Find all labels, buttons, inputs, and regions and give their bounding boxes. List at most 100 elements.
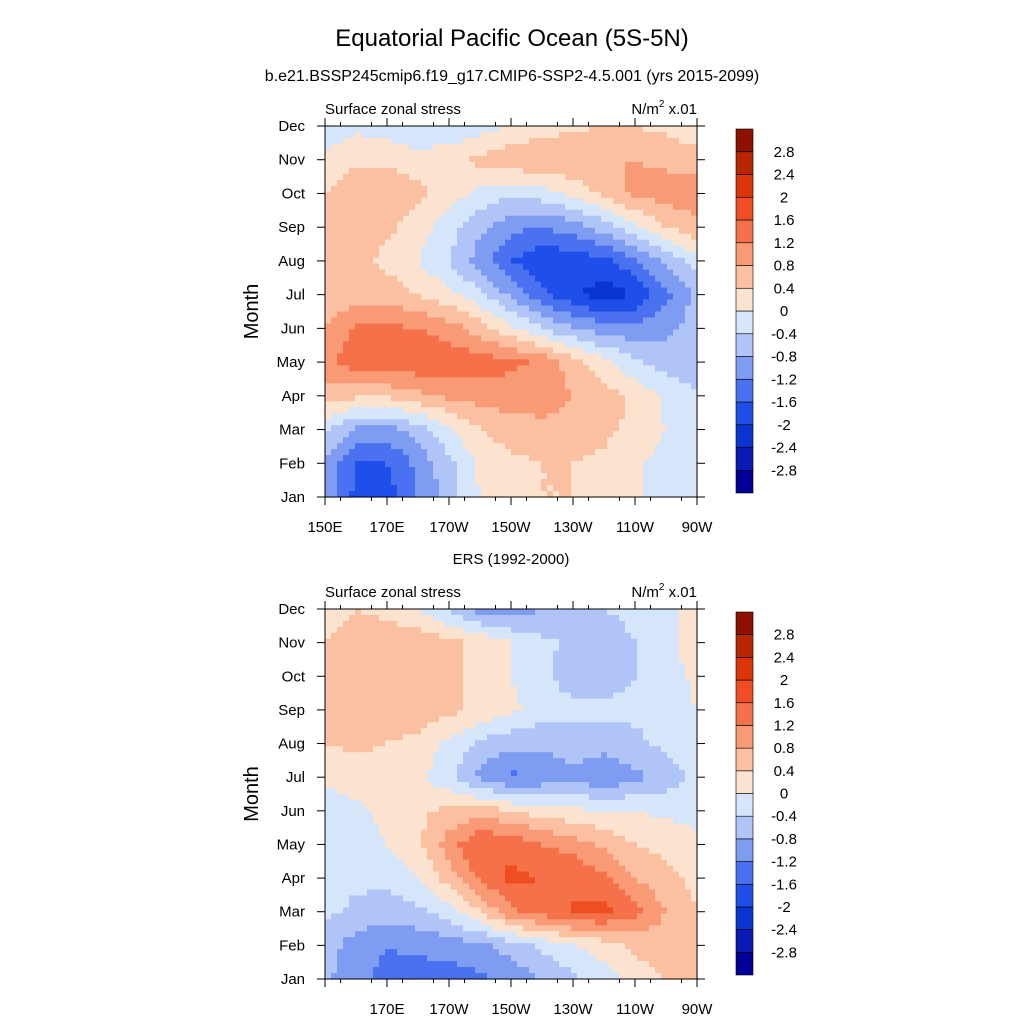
field-cell — [385, 179, 392, 187]
field-cell — [637, 359, 644, 366]
field-cell — [619, 650, 626, 658]
field-cell — [625, 126, 632, 133]
field-cell — [325, 293, 332, 301]
field-cell — [439, 221, 446, 229]
field-cell — [505, 650, 512, 658]
field-cell — [415, 317, 422, 325]
field-cell — [613, 161, 620, 169]
field-cell — [433, 233, 440, 241]
field-cell — [523, 644, 530, 652]
field-cell — [685, 365, 692, 372]
field-cell — [469, 371, 476, 378]
field-cell — [655, 179, 662, 187]
field-cell — [655, 245, 662, 253]
field-cell — [505, 347, 512, 354]
field-cell — [427, 407, 434, 414]
field-cell — [445, 275, 452, 283]
field-cell — [619, 449, 626, 456]
field-cell — [613, 305, 620, 313]
field-cell — [595, 185, 602, 193]
field-cell — [577, 347, 584, 354]
field-cell — [349, 126, 356, 133]
field-cell — [619, 467, 626, 474]
field-cell — [685, 275, 692, 283]
field-cell — [667, 479, 674, 486]
field-cell — [535, 491, 542, 498]
field-cell — [403, 341, 410, 348]
field-cell — [343, 638, 350, 646]
field-cell — [373, 155, 380, 163]
field-cell — [559, 245, 566, 253]
field-cell — [349, 221, 356, 229]
field-cell — [655, 191, 662, 199]
field-cell — [511, 227, 518, 235]
field-cell — [631, 251, 638, 259]
field-cell — [691, 425, 698, 432]
field-cell — [637, 167, 644, 175]
field-cell — [493, 143, 500, 151]
field-cell — [397, 680, 404, 688]
field-cell — [433, 209, 440, 217]
field-cell — [367, 137, 374, 145]
field-cell — [661, 620, 668, 628]
field-cell — [355, 149, 362, 157]
field-cell — [595, 437, 602, 444]
field-cell — [661, 431, 668, 438]
field-cell — [331, 317, 338, 325]
field-cell — [355, 656, 362, 664]
field-cell — [577, 371, 584, 378]
field-cell — [565, 377, 572, 384]
field-cell — [463, 311, 470, 319]
field-cell — [655, 143, 662, 151]
field-cell — [469, 359, 476, 366]
field-cell — [475, 221, 482, 229]
field-cell — [385, 431, 392, 438]
field-cell — [541, 467, 548, 474]
field-cell — [499, 620, 506, 628]
field-cell — [457, 179, 464, 187]
field-cell — [349, 686, 356, 694]
field-cell — [499, 626, 506, 634]
field-cell — [619, 191, 626, 199]
field-cell — [421, 704, 428, 712]
field-cell — [601, 401, 608, 408]
field-cell — [577, 203, 584, 211]
field-cell — [337, 347, 344, 354]
field-cell — [655, 614, 662, 622]
field-cell — [517, 467, 524, 474]
field-cell — [631, 377, 638, 384]
field-cell — [607, 650, 614, 658]
field-cell — [643, 329, 650, 337]
field-cell — [337, 155, 344, 163]
field-cell — [607, 161, 614, 169]
field-cell — [331, 311, 338, 319]
field-cell — [535, 143, 542, 151]
field-cell — [433, 461, 440, 468]
colorbar-label: -2.8 — [771, 462, 797, 479]
field-cell — [355, 251, 362, 259]
field-cell — [655, 185, 662, 193]
field-cell — [667, 674, 674, 682]
field-cell — [487, 227, 494, 235]
field-cell — [517, 311, 524, 319]
field-cell — [517, 179, 524, 187]
field-cell — [625, 371, 632, 378]
field-cell — [649, 449, 656, 456]
field-cell — [469, 425, 476, 432]
field-cell — [589, 341, 596, 348]
field-cell — [511, 281, 518, 289]
field-cell — [661, 167, 668, 175]
field-cell — [511, 419, 518, 426]
field-cell — [391, 215, 398, 223]
field-cell — [355, 287, 362, 295]
field-cell — [421, 461, 428, 468]
field-cell — [625, 167, 632, 175]
field-cell — [553, 389, 560, 396]
field-cell — [565, 299, 572, 307]
field-cell — [481, 479, 488, 486]
field-cell — [691, 173, 698, 181]
field-cell — [613, 197, 620, 205]
field-cell — [475, 620, 482, 628]
field-cell — [601, 299, 608, 307]
field-cell — [535, 299, 542, 307]
